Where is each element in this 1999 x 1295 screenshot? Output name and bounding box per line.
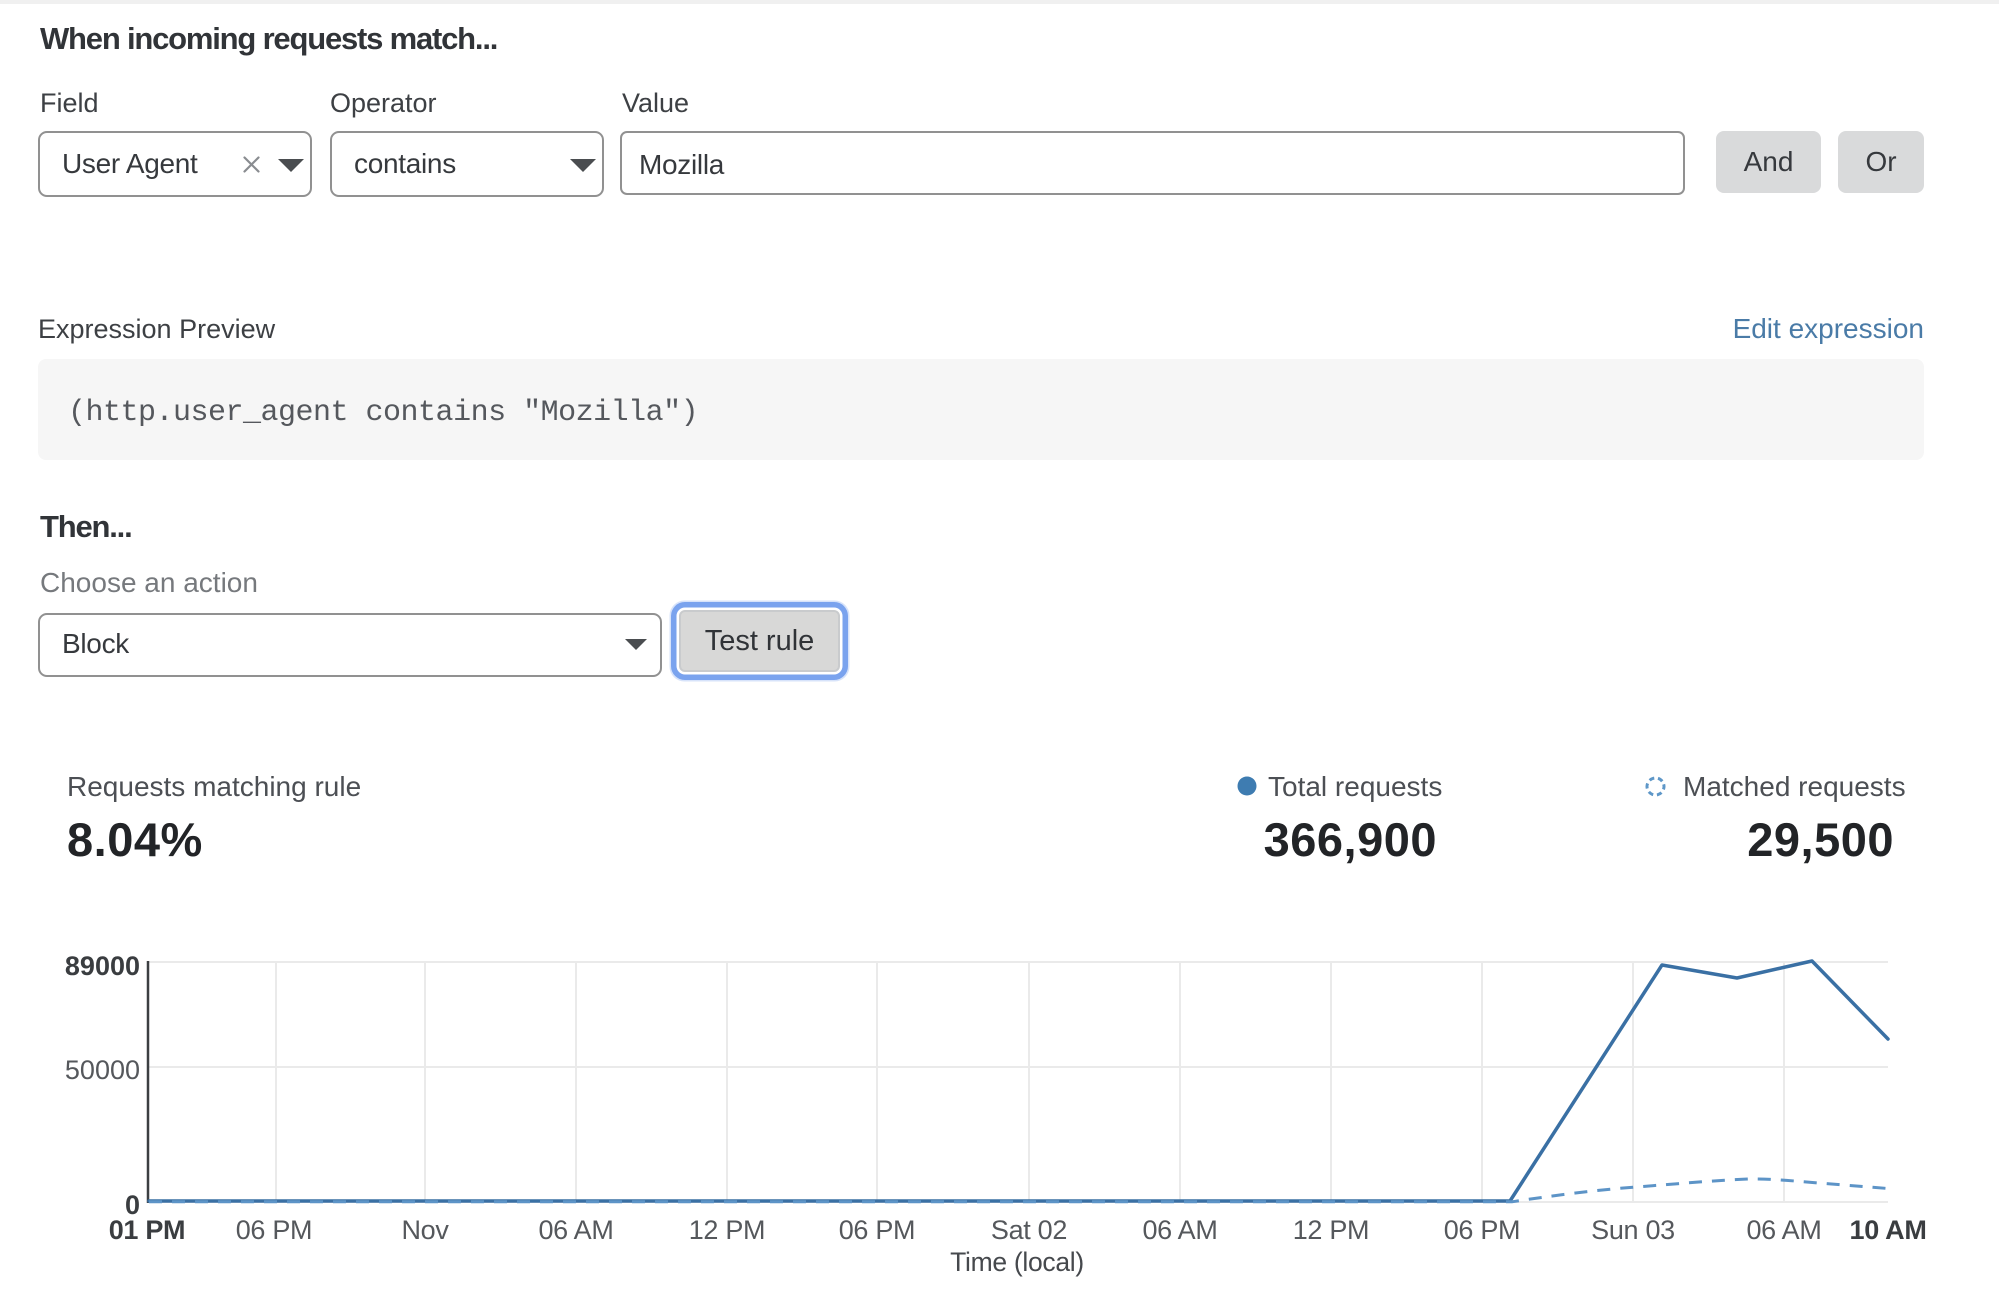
- svg-text:06 AM: 06 AM: [1746, 1215, 1821, 1245]
- svg-text:Time (local): Time (local): [950, 1247, 1084, 1277]
- svg-text:89000: 89000: [65, 951, 140, 981]
- svg-text:Nov: Nov: [401, 1215, 449, 1245]
- svg-text:12 PM: 12 PM: [1293, 1215, 1370, 1245]
- svg-text:06 AM: 06 AM: [1142, 1215, 1217, 1245]
- svg-text:12 PM: 12 PM: [689, 1215, 766, 1245]
- svg-text:10 AM: 10 AM: [1849, 1215, 1926, 1245]
- svg-text:06 PM: 06 PM: [236, 1215, 313, 1245]
- svg-text:06 PM: 06 PM: [839, 1215, 916, 1245]
- svg-text:Sun 03: Sun 03: [1591, 1215, 1675, 1245]
- svg-text:06 AM: 06 AM: [538, 1215, 613, 1245]
- svg-text:06 PM: 06 PM: [1444, 1215, 1521, 1245]
- svg-text:01 PM: 01 PM: [109, 1215, 186, 1245]
- svg-text:50000: 50000: [65, 1055, 140, 1085]
- svg-text:Sat 02: Sat 02: [991, 1215, 1067, 1245]
- svg-text:0: 0: [125, 1190, 140, 1220]
